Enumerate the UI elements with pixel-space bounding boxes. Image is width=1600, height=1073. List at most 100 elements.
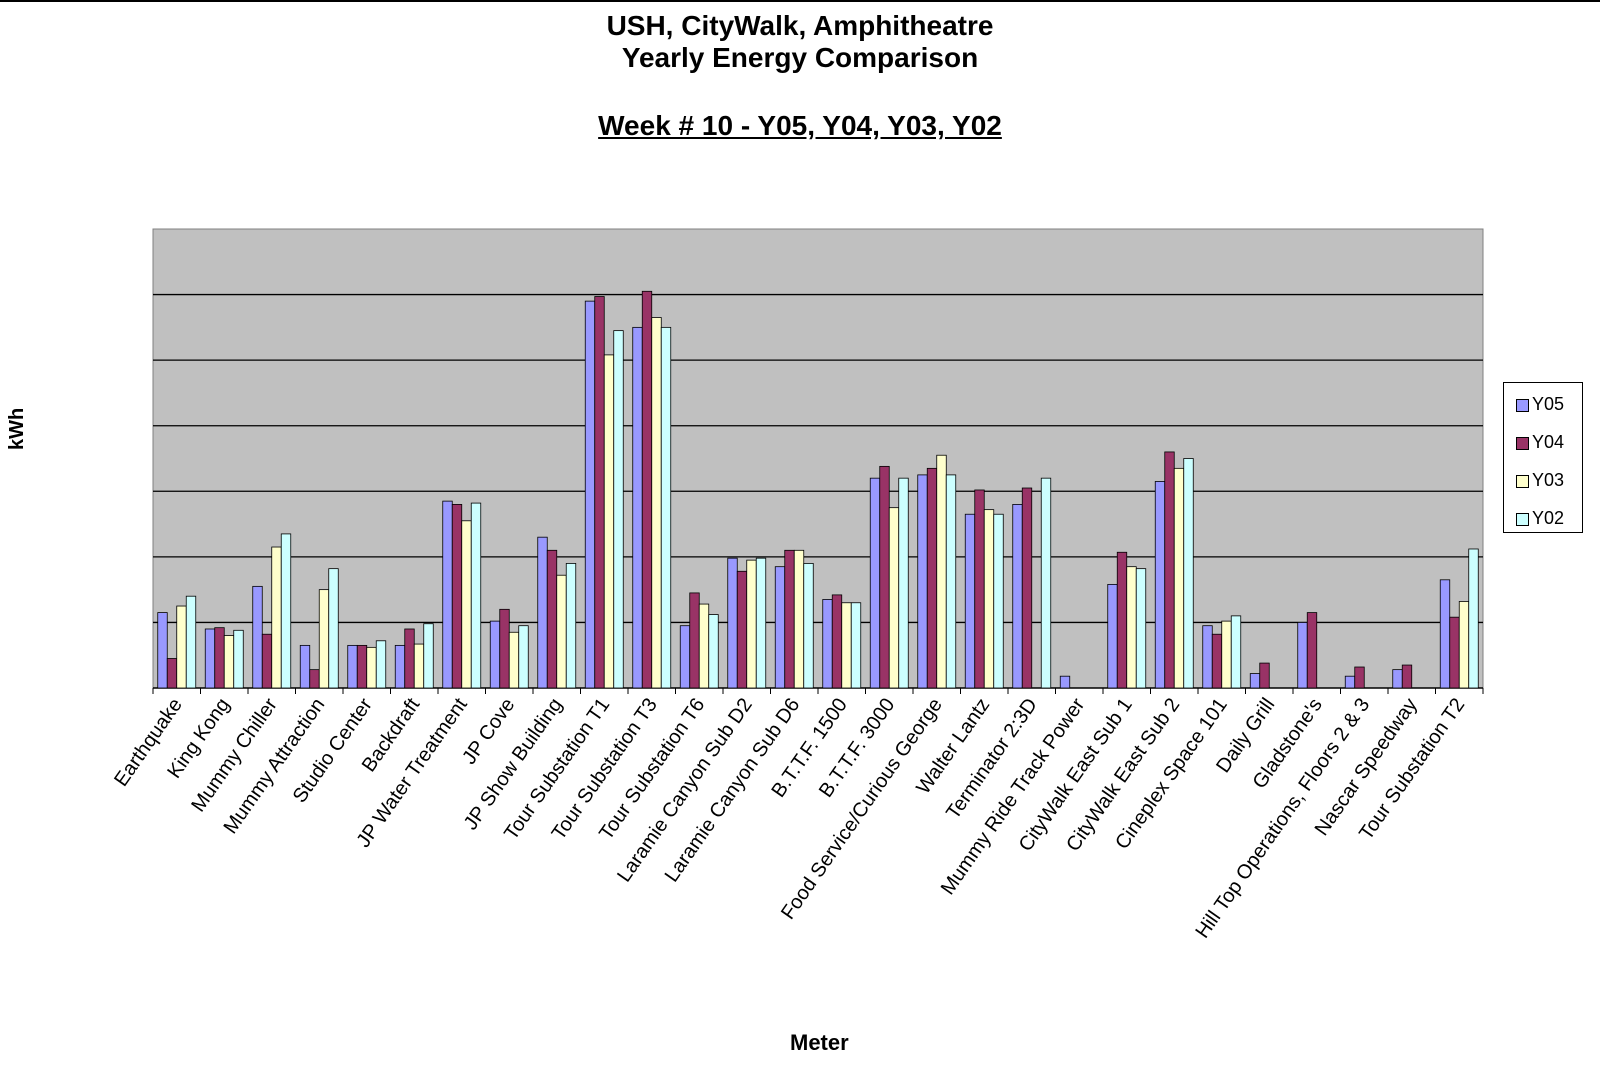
bar-y05 [679,625,691,689]
bar-y04 [499,608,510,689]
bar-y02 [1468,548,1479,689]
bar-y02 [708,614,719,689]
bar-y05 [632,326,643,689]
bar-y04 [546,549,558,689]
bar-y03 [983,509,995,689]
legend-label-y02: Y02 [1532,508,1565,528]
bar-y05 [394,644,406,689]
bar-y05 [869,477,881,689]
bar-y05 [822,599,833,689]
legend-item-y02: Y02 [1516,508,1564,528]
bar-y04 [1021,487,1033,689]
bar-y05 [442,500,453,689]
chart-title: USH, CityWalk, Amphitheatre [606,10,994,41]
bar-y05 [1249,673,1261,689]
bar-y04 [926,467,938,689]
bar-y03 [366,646,377,689]
bar-y03 [318,589,330,689]
bar-y03 [556,574,567,689]
legend-swatch-y03 [1516,474,1529,488]
bar-y04 [736,570,748,689]
bar-y03 [508,631,520,689]
bar-y02 [613,330,624,689]
bar-y05 [1439,579,1451,689]
bar-y05 [347,644,358,689]
top-border-line [0,0,1600,2]
chart-subtitle: Week # 10 - Y05, Y04, Y03, Y02 [598,110,1002,141]
bar-y04 [214,627,225,689]
bar-y04 [784,549,795,689]
plot-area [152,228,1484,689]
bar-y04 [1116,551,1128,689]
bar-y05 [727,557,738,689]
bar-y02 [755,557,767,689]
legend-label-y04: Y04 [1532,432,1565,452]
bar-y03 [271,546,282,689]
bar-y05 [964,513,976,689]
bar-y03 [603,354,615,689]
bar-y02 [518,625,529,689]
bar-y04 [1306,612,1318,689]
bar-y04 [404,628,415,689]
bar-y03 [793,549,805,689]
bar-y05 [204,628,216,689]
bar-y02 [470,502,482,689]
bar-y05 [1202,625,1213,689]
bar-y05 [299,644,311,689]
bar-y03 [746,559,757,689]
bar-y04 [879,465,890,689]
bar-y04 [1164,451,1175,689]
legend-label-y05: Y05 [1532,394,1565,414]
bar-y02 [660,326,672,689]
bar-y04 [166,658,178,689]
bar-y02 [850,602,862,689]
bar-y05 [1012,503,1023,689]
legend-swatch-y02 [1516,512,1529,526]
bar-y05 [1297,622,1308,689]
bar-y03 [841,602,852,689]
bar-y03 [223,635,235,689]
legend-item-y03: Y03 [1516,470,1564,490]
bar-y04 [689,592,700,689]
legend-label-y03: Y03 [1532,470,1565,490]
bar-y02 [1135,568,1147,689]
bar-y05 [1107,583,1118,689]
bar-y02 [280,533,292,689]
bar-y05 [774,566,786,689]
bar-y05 [489,620,501,689]
legend-swatch-y04 [1516,436,1529,450]
bar-y02 [898,477,909,689]
bar-y03 [1126,566,1137,689]
bar-y03 [176,605,187,689]
bar-y03 [1458,601,1470,689]
bar-y04 [451,503,463,689]
bar-y04 [641,290,653,689]
bar-y02 [233,629,244,689]
bar-y04 [261,633,273,689]
legend: Y05 Y04 Y03 Y02 [1503,382,1583,533]
bar-y02 [1040,477,1052,689]
bar-y04 [831,594,843,689]
bar-y04 [309,669,320,689]
bar-y04 [1449,616,1460,689]
bar-y02 [375,640,387,689]
bar-y04 [974,489,985,689]
x-axis-label: Meter [790,1030,849,1055]
bar-y03 [698,603,710,689]
bar-y04 [1211,633,1223,689]
bar-y03 [1221,620,1232,689]
bar-y03 [888,507,900,689]
bar-y05 [584,300,596,689]
bar-y04 [1354,666,1365,689]
bar-y05 [1344,675,1356,689]
bar-y04 [356,644,368,689]
legend-swatch-y05 [1516,398,1529,412]
bar-y03 [413,643,425,689]
bar-y04 [1259,662,1270,689]
bar-y02 [565,563,577,689]
bar-y02 [328,568,339,689]
bar-y02 [1230,615,1242,689]
bar-y05 [917,474,928,689]
bar-y02 [945,474,957,689]
